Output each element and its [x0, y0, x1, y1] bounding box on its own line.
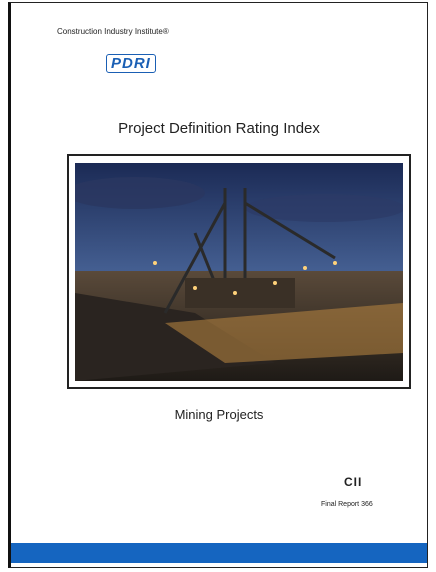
- report-number: Final Report 366: [321, 501, 373, 508]
- pdri-logo: PDRI: [106, 54, 156, 73]
- cii-logo: CII: [344, 475, 362, 489]
- organization: Construction Industry Institute®: [57, 27, 169, 36]
- footer-bar: [11, 543, 427, 563]
- title: Project Definition Rating Index: [11, 120, 427, 137]
- cover-page: Construction Industry Institute® PDRI Pr…: [8, 2, 428, 568]
- photo-frame: [67, 154, 411, 389]
- subtitle: Mining Projects: [11, 407, 427, 422]
- mining-photo: [75, 163, 403, 381]
- screen: Construction Industry Institute® PDRI Pr…: [0, 0, 436, 572]
